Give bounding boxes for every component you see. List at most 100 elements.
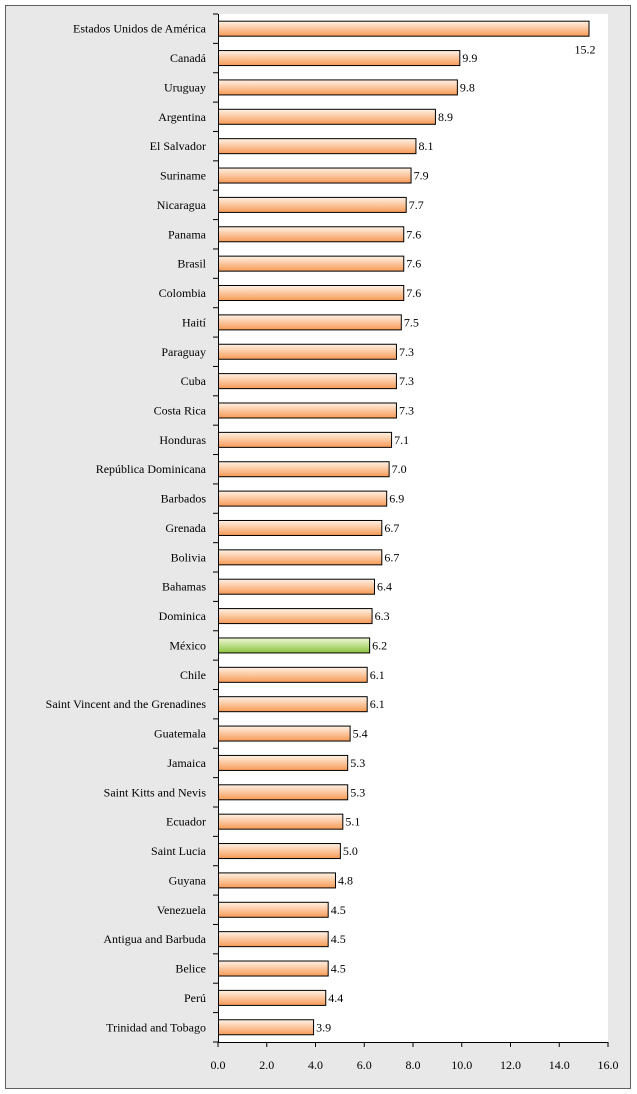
- data-label: 7.6: [406, 286, 421, 300]
- category-label: Bolivia: [171, 550, 207, 564]
- data-label: 7.0: [392, 462, 407, 476]
- category-label: Belice: [175, 962, 206, 976]
- category-label: El Salvador: [150, 139, 206, 153]
- data-label: 6.7: [384, 550, 399, 564]
- bar: [218, 167, 412, 184]
- bar: [218, 1019, 315, 1036]
- bar: [218, 989, 327, 1006]
- data-label: 7.9: [414, 169, 429, 183]
- bar: [218, 20, 590, 37]
- data-label: 9.9: [462, 51, 477, 65]
- bar: [218, 608, 373, 625]
- x-tick-label: 10.0: [451, 1058, 472, 1072]
- data-label: 15.2: [575, 43, 596, 57]
- bar: [218, 813, 344, 830]
- data-label: 5.3: [350, 756, 365, 770]
- category-label: Guatemala: [154, 727, 207, 741]
- category-label: Colombia: [159, 286, 207, 300]
- category-label: Dominica: [159, 609, 207, 623]
- category-label: Saint Kitts and Nevis: [104, 785, 207, 799]
- bar: [218, 784, 349, 801]
- data-label: 7.6: [406, 257, 421, 271]
- data-label: 4.5: [331, 903, 346, 917]
- bar: [218, 725, 351, 742]
- category-label: Chile: [180, 668, 206, 682]
- category-label: Antigua and Barbuda: [103, 932, 206, 946]
- data-label: 4.4: [328, 991, 343, 1005]
- data-label: 6.9: [389, 492, 404, 506]
- category-label: Haití: [182, 315, 207, 329]
- category-label: Honduras: [159, 433, 206, 447]
- bar: [218, 519, 383, 536]
- data-label: 4.5: [331, 932, 346, 946]
- data-label: 7.3: [399, 374, 414, 388]
- bar-highlighted: [218, 637, 371, 654]
- category-label: Costa Rica: [154, 403, 207, 417]
- bar: [218, 696, 368, 713]
- bar: [218, 960, 329, 977]
- bar: [218, 108, 436, 125]
- category-label: Saint Vincent and the Grenadines: [46, 697, 207, 711]
- x-tick-label: 8.0: [406, 1058, 421, 1072]
- x-tick-label: 12.0: [500, 1058, 521, 1072]
- category-label: Trinidad and Tobago: [106, 1020, 206, 1034]
- bar: [218, 226, 405, 243]
- category-label: Bahamas: [162, 580, 206, 594]
- x-tick-label: 2.0: [259, 1058, 274, 1072]
- category-label: Ecuador: [166, 815, 206, 829]
- x-tick-label: 16.0: [598, 1058, 619, 1072]
- category-label: Cuba: [181, 374, 207, 388]
- category-label: Saint Lucia: [151, 844, 207, 858]
- bar: [218, 578, 375, 595]
- bar: [218, 461, 390, 478]
- bar: [218, 314, 402, 331]
- bar: [218, 50, 461, 67]
- data-label: 6.7: [384, 521, 399, 535]
- category-label: Canadá: [170, 51, 207, 65]
- x-tick-label: 6.0: [357, 1058, 372, 1072]
- category-label: Venezuela: [157, 903, 207, 917]
- data-label: 7.1: [394, 433, 409, 447]
- category-label: Estados Unidos de América: [73, 22, 207, 36]
- bar: [218, 549, 383, 566]
- bar: [218, 901, 329, 918]
- data-label: 4.5: [331, 962, 346, 976]
- data-label: 6.2: [372, 638, 387, 652]
- category-label: Argentina: [158, 110, 206, 124]
- bar: [218, 843, 341, 860]
- data-label: 5.3: [350, 785, 365, 799]
- category-label: Panama: [168, 227, 207, 241]
- category-label: Jamaica: [167, 756, 206, 770]
- bar: [218, 138, 417, 155]
- data-label: 7.3: [399, 403, 414, 417]
- bar: [218, 196, 407, 213]
- data-label: 6.1: [370, 697, 385, 711]
- bar: [218, 431, 393, 448]
- bar: [218, 402, 397, 419]
- category-label: Uruguay: [164, 80, 206, 94]
- category-label: Grenada: [165, 521, 206, 535]
- x-tick-label: 0.0: [211, 1058, 226, 1072]
- bar: [218, 79, 458, 96]
- category-label: Guyana: [169, 873, 207, 887]
- bar: [218, 373, 397, 390]
- category-label: Perú: [184, 991, 206, 1005]
- data-label: 5.4: [353, 727, 368, 741]
- data-label: 7.3: [399, 345, 414, 359]
- category-label: República Dominicana: [96, 462, 207, 476]
- data-label: 6.4: [377, 580, 392, 594]
- category-label: Suriname: [160, 169, 206, 183]
- bar: [218, 343, 397, 360]
- bar: [218, 754, 349, 771]
- x-tick-label: 4.0: [308, 1058, 323, 1072]
- data-label: 3.9: [316, 1020, 331, 1034]
- category-label: Paraguay: [161, 345, 206, 359]
- bar: [218, 872, 336, 889]
- data-label: 8.9: [438, 110, 453, 124]
- data-label: 6.3: [375, 609, 390, 623]
- category-label: Brasil: [177, 257, 206, 271]
- data-label: 7.6: [406, 227, 421, 241]
- data-label: 5.1: [345, 815, 360, 829]
